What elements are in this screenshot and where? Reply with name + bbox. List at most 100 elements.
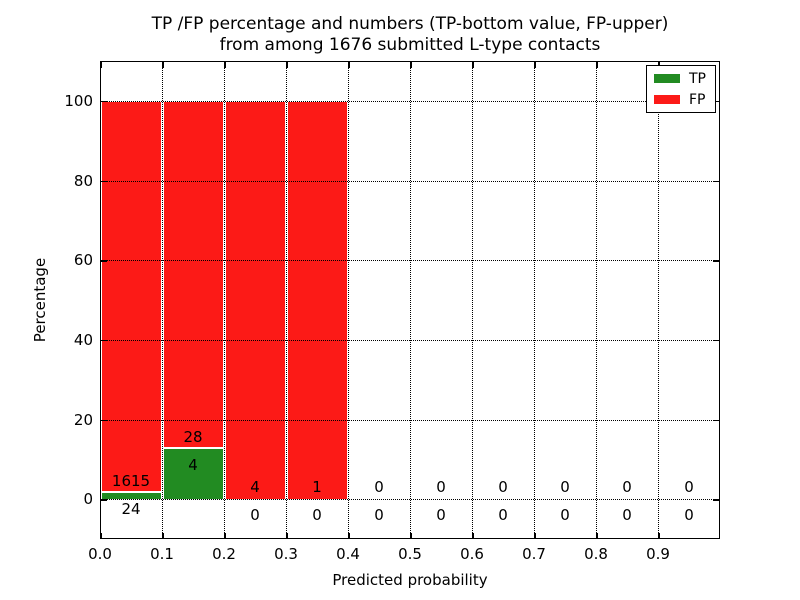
plot-border bbox=[100, 61, 720, 539]
annotation-tp-0.2-0.3: 0 bbox=[250, 506, 260, 525]
annotation-fp-0.9-1.0: 0 bbox=[684, 478, 694, 497]
grid-line-y-80 bbox=[100, 180, 720, 182]
x-tick-label-0.9: 0.9 bbox=[646, 545, 670, 563]
x-axis-label: Predicted probability bbox=[332, 571, 488, 589]
grid-line-x-0.6 bbox=[472, 61, 473, 539]
grid-line-x-0.7 bbox=[534, 61, 535, 539]
grid-line-y-20 bbox=[100, 419, 720, 421]
y-tick-left-40 bbox=[101, 339, 107, 342]
x-tick-bottom-0.2 bbox=[224, 533, 226, 539]
chart-title-line1: TP /FP percentage and numbers (TP-bottom… bbox=[151, 14, 669, 34]
bar-fp-0.0-0.1 bbox=[101, 102, 161, 492]
x-tick-top-0.8 bbox=[596, 62, 598, 68]
x-tick-bottom-0.3 bbox=[286, 533, 288, 539]
annotation-fp-0.4-0.5: 0 bbox=[374, 478, 384, 497]
annotation-tp-0.5-0.6: 0 bbox=[436, 506, 446, 525]
annotation-tp-0.0-0.1: 24 bbox=[121, 500, 141, 519]
x-tick-label-0.8: 0.8 bbox=[584, 545, 608, 563]
legend-swatch-fp bbox=[654, 95, 680, 104]
x-tick-bottom-0.9 bbox=[658, 533, 660, 539]
y-tick-right-80 bbox=[713, 180, 719, 182]
grid-line-x-0.3 bbox=[286, 61, 287, 539]
grid-line-x-0.4 bbox=[348, 61, 349, 539]
y-tick-right-40 bbox=[713, 339, 719, 342]
y-tick-left-0 bbox=[101, 499, 107, 501]
annotation-tp-0.7-0.8: 0 bbox=[560, 506, 570, 525]
grid-line-x-0.9 bbox=[658, 61, 659, 539]
bar-tp-0.0-0.1 bbox=[101, 493, 161, 500]
y-tick-left-60 bbox=[101, 260, 107, 262]
annotation-tp-0.8-0.9: 0 bbox=[622, 506, 632, 525]
x-tick-bottom-0.5 bbox=[410, 533, 412, 539]
annotation-fp-0.5-0.6: 0 bbox=[436, 478, 446, 497]
x-tick-bottom-0.8 bbox=[596, 533, 598, 539]
x-tick-bottom-0 bbox=[100, 533, 102, 539]
bar-tp-0.1-0.2 bbox=[163, 449, 223, 500]
x-tick-bottom-0.4 bbox=[348, 533, 350, 539]
y-tick-right-60 bbox=[713, 260, 719, 262]
y-tick-left-80 bbox=[101, 180, 107, 182]
x-tick-label-0.1: 0.1 bbox=[150, 545, 174, 563]
legend-box: TP FP bbox=[646, 65, 716, 113]
y-tick-label-40: 40 bbox=[73, 330, 93, 349]
legend-label-fp: FP bbox=[689, 91, 706, 108]
annotation-fp-0.7-0.8: 0 bbox=[560, 478, 570, 497]
annotation-tp-0.6-0.7: 0 bbox=[498, 506, 508, 525]
grid-line-x-0.1 bbox=[162, 61, 163, 539]
x-tick-top-0.7 bbox=[534, 62, 536, 68]
annotation-tp-0.9-1.0: 0 bbox=[684, 506, 694, 525]
grid-line-y-60 bbox=[100, 260, 720, 262]
y-tick-left-100 bbox=[101, 100, 107, 103]
x-tick-label-0.0: 0.0 bbox=[88, 545, 112, 563]
legend-label-tp: TP bbox=[689, 70, 706, 87]
x-tick-top-0.2 bbox=[224, 62, 226, 68]
y-tick-label-0: 0 bbox=[83, 490, 93, 509]
annotation-tp-0.4-0.5: 0 bbox=[374, 506, 384, 525]
x-tick-top-0.6 bbox=[472, 62, 474, 68]
x-tick-top-0.3 bbox=[286, 62, 288, 68]
chart-title-line2: from among 1676 submitted L-type contact… bbox=[219, 35, 601, 55]
grid-line-x-0.5 bbox=[410, 61, 411, 539]
y-axis-label: Percentage bbox=[31, 257, 49, 343]
annotation-fp-0.0-0.1: 1615 bbox=[111, 472, 151, 491]
annotation-fp-0.6-0.7: 0 bbox=[498, 478, 508, 497]
grid-line-y-0 bbox=[100, 499, 720, 501]
x-tick-bottom-0.1 bbox=[162, 533, 164, 539]
x-tick-top-0 bbox=[100, 62, 102, 68]
x-tick-label-0.5: 0.5 bbox=[398, 545, 422, 563]
x-tick-label-0.4: 0.4 bbox=[336, 545, 360, 563]
x-tick-label-0.7: 0.7 bbox=[522, 545, 546, 563]
bar-fp-0.3-0.4 bbox=[287, 102, 347, 500]
y-tick-right-20 bbox=[713, 419, 719, 421]
y-tick-label-80: 80 bbox=[73, 171, 93, 190]
annotation-fp-0.8-0.9: 0 bbox=[622, 478, 632, 497]
annotation-fp-0.2-0.3: 4 bbox=[250, 478, 260, 497]
x-tick-bottom-0.7 bbox=[534, 533, 536, 539]
y-tick-label-20: 20 bbox=[73, 410, 93, 429]
x-tick-top-0.4 bbox=[348, 62, 350, 68]
grid-line-x-0.8 bbox=[596, 61, 597, 539]
annotation-tp-0.1-0.2: 4 bbox=[188, 456, 198, 475]
y-tick-left-20 bbox=[101, 419, 107, 421]
y-tick-right-0 bbox=[713, 499, 719, 501]
annotation-tp-0.3-0.4: 0 bbox=[312, 506, 322, 525]
y-tick-label-60: 60 bbox=[73, 251, 93, 270]
x-tick-top-0.5 bbox=[410, 62, 412, 68]
bar-fp-0.2-0.3 bbox=[225, 102, 285, 500]
grid-line-x-0.2 bbox=[224, 61, 225, 539]
legend-item-tp: TP bbox=[654, 72, 708, 86]
x-tick-label-0.6: 0.6 bbox=[460, 545, 484, 563]
y-tick-label-100: 100 bbox=[64, 91, 93, 110]
legend-swatch-tp bbox=[654, 74, 680, 83]
annotation-fp-0.3-0.4: 1 bbox=[312, 478, 322, 497]
x-tick-bottom-0.6 bbox=[472, 533, 474, 539]
x-tick-label-0.2: 0.2 bbox=[212, 545, 236, 563]
x-tick-top-0.1 bbox=[162, 62, 164, 68]
annotation-fp-0.1-0.2: 28 bbox=[183, 428, 203, 447]
legend-item-fp: FP bbox=[654, 93, 708, 107]
grid-line-y-100 bbox=[100, 100, 720, 102]
x-tick-label-0.3: 0.3 bbox=[274, 545, 298, 563]
grid-line-y-40 bbox=[100, 339, 720, 341]
bar-fp-0.1-0.2 bbox=[163, 102, 223, 448]
